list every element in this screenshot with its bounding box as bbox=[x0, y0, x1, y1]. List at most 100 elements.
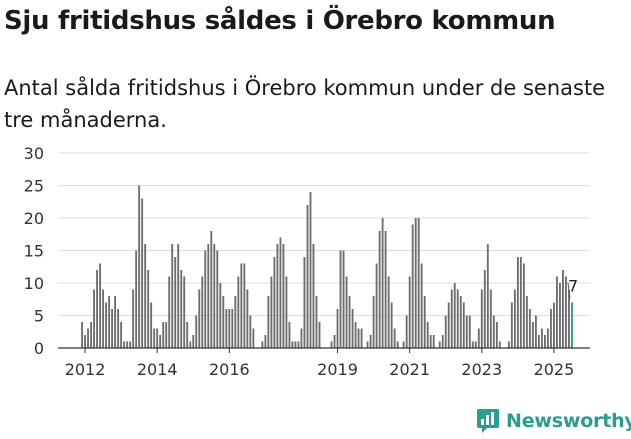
bar bbox=[189, 341, 192, 348]
bar bbox=[450, 289, 453, 348]
bar bbox=[477, 328, 480, 348]
bar bbox=[318, 322, 321, 348]
bar bbox=[474, 341, 477, 348]
bar bbox=[414, 218, 417, 348]
bar bbox=[144, 244, 147, 348]
bar bbox=[195, 315, 198, 348]
bar bbox=[162, 322, 165, 348]
bar bbox=[249, 315, 252, 348]
bar bbox=[444, 315, 447, 348]
data-label-leader bbox=[567, 282, 571, 299]
bar bbox=[171, 244, 174, 348]
bar bbox=[483, 270, 486, 348]
bar bbox=[261, 341, 264, 348]
bar bbox=[279, 237, 282, 348]
bar bbox=[237, 276, 240, 348]
bar bbox=[240, 263, 243, 348]
bar bbox=[108, 296, 111, 348]
x-tick-label: 2016 bbox=[209, 360, 250, 379]
bar bbox=[147, 270, 150, 348]
bar bbox=[411, 224, 414, 348]
bar bbox=[534, 315, 537, 348]
bar bbox=[81, 322, 83, 348]
bar bbox=[384, 231, 387, 348]
bar bbox=[120, 322, 123, 348]
bar bbox=[204, 250, 207, 348]
bar bbox=[141, 198, 144, 348]
bar bbox=[159, 335, 162, 348]
bar bbox=[531, 322, 534, 348]
bar bbox=[438, 341, 441, 348]
bar bbox=[252, 328, 255, 348]
bar bbox=[105, 302, 108, 348]
bar bbox=[528, 309, 531, 348]
bar bbox=[550, 309, 552, 348]
bar bbox=[213, 244, 216, 348]
bar bbox=[390, 302, 393, 348]
bar bbox=[342, 250, 345, 348]
bar bbox=[522, 263, 525, 348]
bar bbox=[114, 296, 117, 348]
x-tick-label: 2019 bbox=[317, 360, 358, 379]
bar bbox=[207, 244, 210, 348]
bar bbox=[489, 289, 492, 348]
bar bbox=[459, 296, 462, 348]
bar bbox=[222, 296, 225, 348]
bar bbox=[102, 289, 105, 348]
bar bbox=[360, 328, 363, 348]
bar bbox=[553, 302, 555, 348]
bar bbox=[198, 289, 201, 348]
bar bbox=[123, 341, 126, 348]
bar bbox=[456, 289, 459, 348]
bar bbox=[432, 335, 435, 348]
bar bbox=[441, 335, 444, 348]
bar bbox=[183, 276, 186, 348]
bar bbox=[270, 276, 273, 348]
data-labels: 7 bbox=[567, 277, 578, 299]
bar bbox=[495, 322, 498, 348]
bar bbox=[330, 341, 333, 348]
bar bbox=[351, 309, 354, 348]
bar bbox=[99, 263, 102, 348]
bar bbox=[462, 302, 465, 348]
bar bbox=[177, 244, 180, 348]
bar bbox=[315, 296, 318, 348]
bar bbox=[568, 289, 570, 348]
bar bbox=[243, 263, 246, 348]
bar bbox=[168, 276, 171, 348]
bar bbox=[465, 315, 468, 348]
bar bbox=[393, 328, 396, 348]
bar bbox=[267, 296, 270, 348]
bar bbox=[192, 335, 195, 348]
bar bbox=[366, 341, 369, 348]
y-tick-label: 25 bbox=[24, 177, 44, 196]
bar bbox=[234, 296, 237, 348]
x-tick-label: 2025 bbox=[534, 360, 575, 379]
bar bbox=[297, 341, 300, 348]
bar bbox=[375, 263, 378, 348]
bar bbox=[228, 309, 231, 348]
bar bbox=[426, 322, 429, 348]
bar bbox=[396, 341, 399, 348]
bar bbox=[231, 309, 234, 348]
x-tick-label: 2023 bbox=[461, 360, 502, 379]
bar bbox=[357, 328, 360, 348]
bar bbox=[180, 270, 183, 348]
chart-logo-icon bbox=[477, 409, 499, 433]
y-tick-label: 20 bbox=[24, 209, 44, 228]
bar bbox=[372, 296, 375, 348]
bar bbox=[210, 231, 213, 348]
y-tick-label: 0 bbox=[34, 339, 44, 358]
bar bbox=[303, 257, 306, 348]
bar bbox=[246, 289, 249, 348]
y-tick-label: 15 bbox=[24, 242, 44, 261]
bar bbox=[186, 322, 189, 348]
bar bbox=[447, 302, 450, 348]
bar bbox=[510, 302, 513, 348]
bar bbox=[408, 276, 411, 348]
bar bbox=[519, 257, 522, 348]
bar bbox=[513, 289, 516, 348]
bar bbox=[405, 315, 408, 348]
bar bbox=[294, 341, 297, 348]
